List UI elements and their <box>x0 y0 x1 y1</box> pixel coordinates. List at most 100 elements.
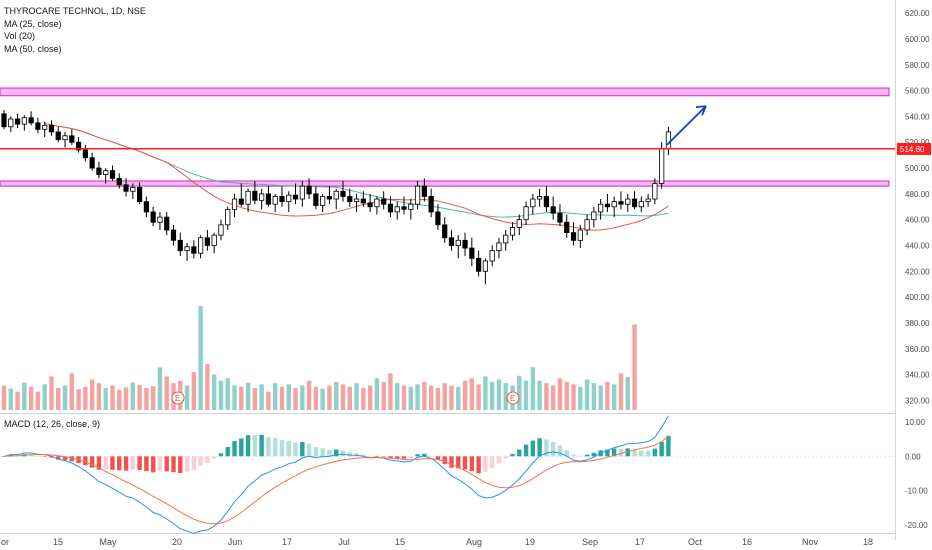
volume-bar <box>584 379 590 410</box>
candle <box>333 188 339 210</box>
candle <box>272 193 278 212</box>
candle-body <box>292 194 299 200</box>
candle-body <box>577 229 583 241</box>
candle <box>313 186 319 210</box>
price-tick-label: 520.00 <box>905 138 930 147</box>
candle-body <box>170 229 177 241</box>
macd-histogram-bar <box>130 456 136 470</box>
candle <box>340 180 346 202</box>
volume-bar <box>523 380 529 410</box>
macd-tick-label: -10.00 <box>905 487 928 496</box>
candle-body <box>177 239 183 252</box>
candle-body <box>42 125 48 130</box>
candle <box>136 182 143 205</box>
macd-histogram-bar <box>191 456 197 471</box>
candle <box>577 224 583 249</box>
candle <box>320 193 326 212</box>
candle <box>455 235 461 259</box>
projection-arrowhead <box>695 105 707 116</box>
candle <box>198 235 204 259</box>
candle <box>421 178 427 202</box>
candle <box>591 206 597 228</box>
macd-histogram-bar <box>1 456 7 457</box>
macd-histogram-bar <box>618 448 624 457</box>
volume-bar <box>279 386 285 410</box>
candle-body <box>598 203 604 213</box>
macd-histogram-bar <box>245 435 251 457</box>
volume-bar <box>612 384 617 410</box>
macd-histogram-bar <box>374 455 380 457</box>
candle-body <box>659 148 665 184</box>
candle <box>401 196 407 215</box>
earnings-marker <box>171 391 185 405</box>
macd-histogram-bar <box>530 440 536 457</box>
candle <box>35 117 41 134</box>
volume-bar <box>483 376 488 410</box>
candle-body <box>665 131 672 150</box>
candle-body <box>96 167 102 175</box>
volume-bar <box>22 382 27 410</box>
candle-body <box>299 185 305 200</box>
candle <box>435 204 441 231</box>
candle-body <box>75 141 82 151</box>
volume-bar <box>517 375 522 410</box>
time-tick-label: 18 <box>863 537 873 547</box>
macd-histogram-bar <box>69 456 74 462</box>
candle <box>211 232 217 254</box>
candle <box>82 144 88 162</box>
candle-body <box>401 206 407 210</box>
volume-bar <box>557 378 563 410</box>
candle <box>652 178 658 205</box>
volume-bar <box>435 388 441 410</box>
supply-zone-0 <box>0 87 890 97</box>
candle <box>475 250 482 277</box>
macd-histogram-bar <box>395 456 400 459</box>
candle-body <box>421 185 427 197</box>
volume-bar <box>123 387 129 410</box>
candle-body <box>82 149 88 159</box>
signal-line <box>3 436 669 525</box>
candle-body <box>462 239 468 249</box>
volume-bar <box>137 384 142 410</box>
price-tick-label: 580.00 <box>905 61 930 70</box>
volume-bar <box>571 384 576 410</box>
volume-bar <box>49 376 54 410</box>
macd-line <box>3 415 669 534</box>
candle-body <box>469 247 475 259</box>
candle-body <box>55 131 61 141</box>
candle-body <box>48 125 55 133</box>
volume-bar <box>306 380 312 410</box>
volume-bar <box>361 388 366 410</box>
candle-body <box>286 194 292 203</box>
time-tick-label: Sep <box>582 537 598 547</box>
macd-histogram-bar <box>198 456 203 466</box>
volume-bar <box>211 374 217 410</box>
candle-body <box>374 198 380 208</box>
volume-bar <box>117 389 122 410</box>
price-tick-label: 360.00 <box>905 345 930 354</box>
candle-body <box>198 237 204 254</box>
candle <box>631 191 638 210</box>
price-tick-label: 560.00 <box>905 87 930 96</box>
volume-bar <box>340 384 346 410</box>
symbol-title: THYROCARE TECHNOL, 1D, NSE <box>4 6 146 16</box>
volume-bar <box>537 380 542 410</box>
candle-body <box>482 260 488 272</box>
volume-bar <box>503 383 508 410</box>
candle-body <box>428 196 434 213</box>
macd-histogram-bar <box>435 456 441 460</box>
volume-bar <box>83 386 88 410</box>
price-tick-label: 420.00 <box>905 267 930 276</box>
candle-body <box>89 157 95 169</box>
candle <box>523 201 529 225</box>
candle-body <box>35 122 41 130</box>
ma25-line <box>44 123 669 231</box>
macd-histogram-bar <box>489 456 495 469</box>
candle <box>116 173 122 189</box>
candle-body <box>516 219 522 228</box>
candle-body <box>28 117 34 124</box>
candle <box>143 196 149 218</box>
macd-histogram-bar <box>550 441 556 457</box>
macd-histogram-bar <box>571 454 576 457</box>
